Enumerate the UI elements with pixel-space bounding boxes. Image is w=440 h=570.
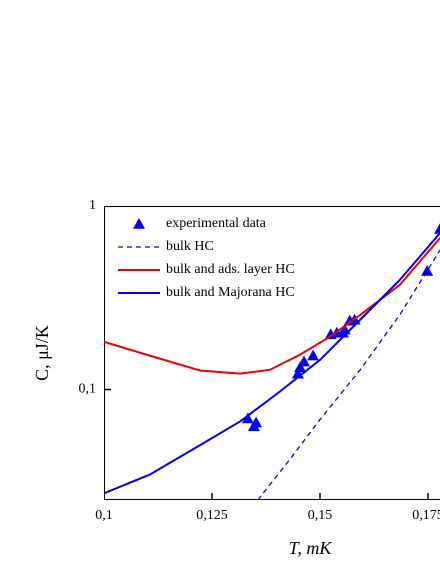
- data-point: [434, 223, 440, 234]
- plot-frame: [104, 206, 440, 500]
- x-tick-label: 0,175: [412, 508, 440, 523]
- series-line: [104, 237, 440, 375]
- data-point: [298, 355, 311, 367]
- legend-label: bulk HC: [166, 239, 214, 254]
- y-tick-label: 0,1: [79, 382, 97, 397]
- legend-label: bulk and Majorana HC: [166, 285, 295, 300]
- x-axis-label: T, mK: [289, 538, 333, 558]
- series-line: [257, 249, 440, 500]
- x-tick-label: 0,1: [95, 508, 113, 523]
- x-tick-label: 0,15: [308, 508, 333, 523]
- plot-area: [104, 206, 440, 500]
- data-point: [307, 349, 320, 361]
- legend-marker: [133, 218, 145, 229]
- data-point: [241, 412, 254, 424]
- data-point: [294, 361, 307, 373]
- x-tick-label: 0,125: [196, 508, 228, 523]
- series-line: [104, 232, 440, 495]
- data-point: [421, 264, 434, 276]
- y-axis-label: C, μJ/K: [32, 325, 52, 381]
- legend-label: experimental data: [166, 216, 267, 231]
- data-point: [250, 416, 263, 428]
- legend-label: bulk and ads. layer HC: [166, 262, 295, 277]
- y-tick-label: 1: [89, 198, 96, 213]
